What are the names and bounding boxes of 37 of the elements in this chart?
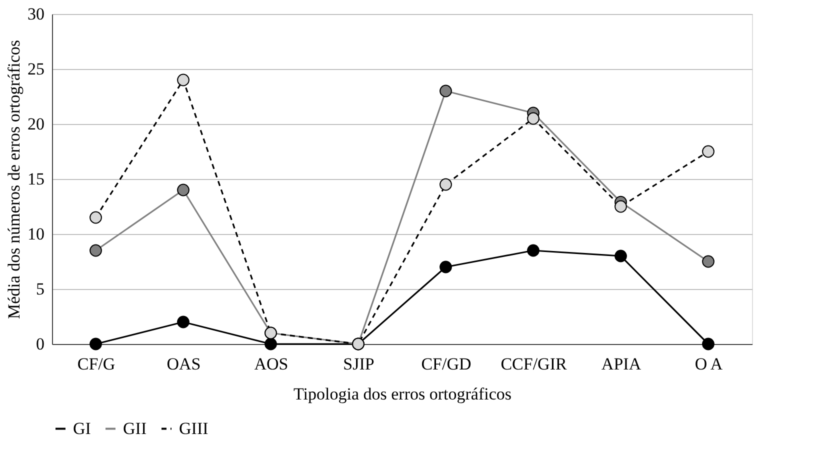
y-tick-label: 20 (28, 114, 44, 134)
point (90, 338, 102, 350)
x-tick-label: CF/G (77, 354, 116, 374)
point (527, 244, 540, 257)
point (440, 84, 452, 98)
point (702, 145, 714, 158)
y-tick-label: 0 (36, 334, 44, 354)
point (90, 244, 102, 257)
x-tick-label: CF/GD (421, 354, 472, 374)
point (264, 338, 277, 350)
point (177, 184, 190, 196)
point (614, 200, 627, 213)
point (440, 178, 452, 191)
x-tick-label: AOS (254, 354, 288, 374)
legend-label: GII (123, 418, 147, 438)
x-tick-label: O A (694, 354, 724, 374)
point (440, 260, 452, 274)
point (702, 338, 714, 350)
x-tick-label: OAS (166, 354, 201, 374)
y-tick-label: 5 (36, 280, 44, 298)
point (177, 74, 190, 86)
point (177, 316, 190, 328)
point (614, 250, 627, 262)
y-tick-label: 25 (28, 60, 44, 78)
x-tick-label: SJIP (343, 354, 374, 374)
y-tick-label: 30 (28, 4, 44, 24)
point (702, 255, 714, 268)
x-tick-label: APIA (601, 354, 642, 374)
x-axis-title: Tipologia dos erros ortográficos (294, 384, 512, 404)
y-tick-label: 10 (28, 224, 44, 244)
legend-label: GI (73, 418, 92, 438)
legend-label: GIII (179, 418, 209, 438)
x-tick-label: CCF/GIR (500, 354, 568, 374)
point (527, 112, 540, 125)
y-tick-label: 15 (28, 170, 44, 188)
y-axis-title: Média dos números de erros ortográficos (4, 40, 24, 320)
point (90, 211, 102, 224)
